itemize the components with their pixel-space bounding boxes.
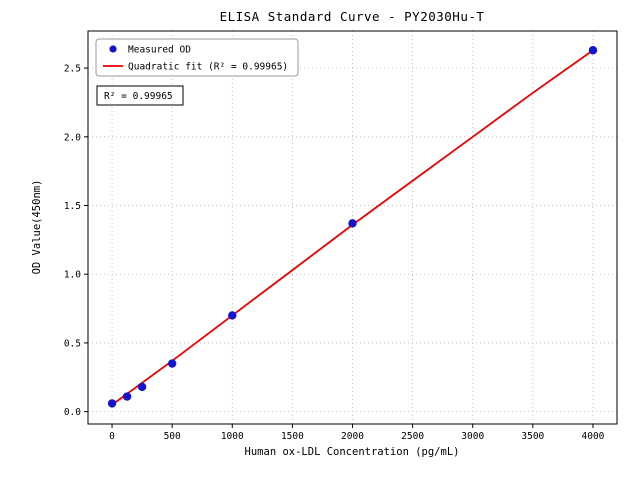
legend-measured-od-marker-icon — [109, 45, 117, 53]
y-tick-label: 1.0 — [64, 270, 81, 281]
y-tick-label: 0.5 — [64, 338, 81, 349]
x-tick-label: 1000 — [221, 431, 244, 442]
x-tick-label: 0 — [109, 431, 115, 442]
chart-title: ELISA Standard Curve - PY2030Hu-T — [220, 9, 485, 24]
x-tick-label: 2500 — [401, 431, 424, 442]
y-tick-label: 2.0 — [64, 132, 81, 143]
y-axis-label: OD Value(450nm) — [31, 180, 43, 275]
y-tick-label: 2.5 — [64, 64, 81, 75]
x-tick-label: 4000 — [582, 431, 605, 442]
data-point — [107, 399, 117, 408]
x-tick-label: 500 — [164, 431, 181, 442]
x-tick-label: 2000 — [341, 431, 364, 442]
x-tick-label: 3500 — [521, 431, 544, 442]
x-tick-label: 3000 — [461, 431, 484, 442]
data-point — [122, 392, 132, 401]
legend-label-measured-od: Measured OD — [128, 45, 191, 56]
legend-box — [95, 38, 299, 77]
y-tick-label: 0.0 — [64, 407, 81, 418]
data-point — [137, 382, 147, 392]
legend-label-quadratic-fit: Quadratic fit (R² = 0.99965) — [128, 62, 288, 73]
r-squared-annotation-box — [96, 85, 184, 106]
plot-content: 0 500 1000 1500 2000 2500 3000 3500 4000 0.0 0.5 1.… — [64, 30, 618, 442]
y-tick-label: 1.5 — [64, 201, 81, 212]
r-squared-annotation-text: R² = 0.99965 — [104, 91, 173, 102]
x-axis-label: Human ox-LDL Concentration (pg/mL) — [245, 446, 460, 458]
data-point — [588, 46, 598, 55]
data-point — [348, 219, 357, 228]
data-point — [228, 311, 237, 320]
data-point — [167, 359, 177, 368]
x-tick-label: 1500 — [281, 431, 304, 442]
